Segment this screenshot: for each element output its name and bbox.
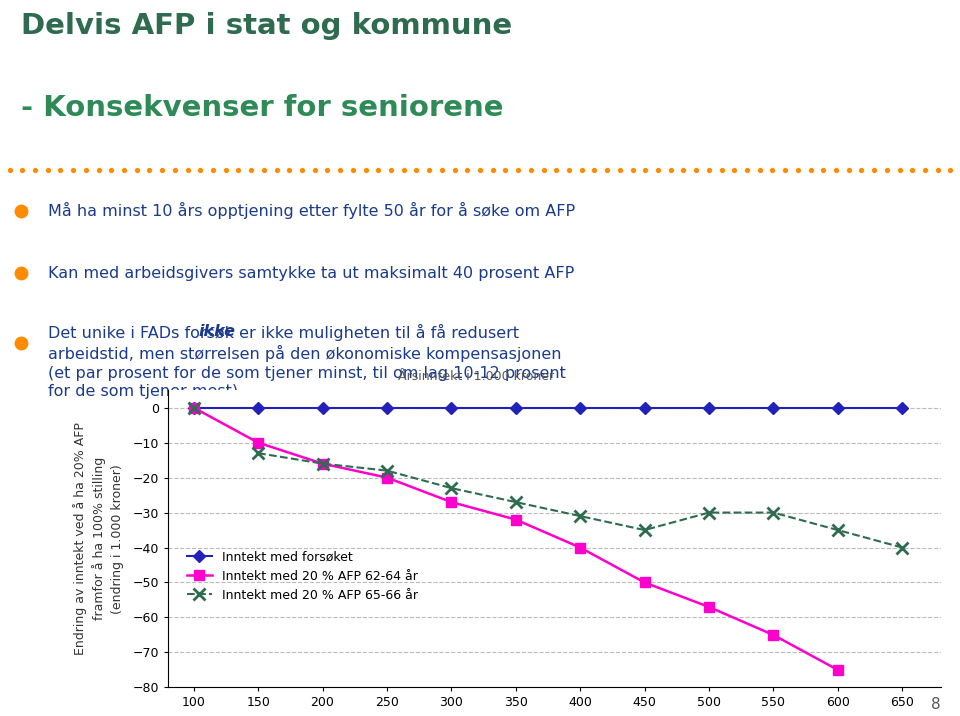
Text: Årsinntekt i 1.000 kroner: Årsinntekt i 1.000 kroner: [398, 370, 555, 383]
Inntekt med forsøket: [768, 403, 780, 412]
Inntekt med forsøket: [510, 403, 521, 412]
Inntekt med 20 % AFP 62-64 år: [252, 438, 264, 447]
Inntekt med forsøket: [703, 403, 714, 412]
Inntekt med 20 % AFP 65-66 år: [445, 484, 457, 493]
Inntekt med 20 % AFP 62-64 år: [768, 631, 780, 639]
Text: - Konsekvenser for seniorene: - Konsekvenser for seniorene: [21, 94, 504, 122]
Text: Det unike i FADs forsøk er ikke muligheten til å få redusert
arbeidstid, men stø: Det unike i FADs forsøk er ikke mulighet…: [48, 324, 565, 400]
Inntekt med 20 % AFP 62-64 år: [188, 403, 200, 412]
Text: 8: 8: [931, 697, 941, 712]
Inntekt med 20 % AFP 65-66 år: [638, 526, 650, 534]
Inntekt med 20 % AFP 65-66 år: [703, 508, 714, 517]
Inntekt med forsøket: [381, 403, 393, 412]
Inntekt med forsøket: [445, 403, 457, 412]
Inntekt med 20 % AFP 62-64 år: [510, 516, 521, 524]
Inntekt med 20 % AFP 62-64 år: [317, 460, 328, 468]
Line: Inntekt med 20 % AFP 65-66 år: Inntekt med 20 % AFP 65-66 år: [252, 448, 908, 553]
Inntekt med forsøket: [638, 403, 650, 412]
Inntekt med 20 % AFP 65-66 år: [381, 466, 393, 475]
Inntekt med 20 % AFP 65-66 år: [317, 460, 328, 468]
Line: Inntekt med 20 % AFP 62-64 år: Inntekt med 20 % AFP 62-64 år: [189, 403, 843, 674]
Inntekt med forsøket: [574, 403, 586, 412]
Inntekt med forsøket: [317, 403, 328, 412]
Legend: Inntekt med forsøket, Inntekt med 20 % AFP 62-64 år, Inntekt med 20 % AFP 65-66 : Inntekt med forsøket, Inntekt med 20 % A…: [182, 546, 423, 607]
Inntekt med forsøket: [188, 403, 200, 412]
Inntekt med forsøket: [832, 403, 844, 412]
Inntekt med 20 % AFP 62-64 år: [638, 579, 650, 587]
Text: Må ha minst 10 års opptjening etter fylte 50 år for å søke om AFP: Må ha minst 10 års opptjening etter fylt…: [48, 202, 575, 219]
Inntekt med 20 % AFP 65-66 år: [832, 526, 844, 534]
Inntekt med 20 % AFP 65-66 år: [510, 498, 521, 506]
Inntekt med 20 % AFP 65-66 år: [768, 508, 780, 517]
Inntekt med forsøket: [897, 403, 908, 412]
Inntekt med 20 % AFP 62-64 år: [832, 666, 844, 674]
Text: ikke: ikke: [199, 324, 235, 339]
Inntekt med 20 % AFP 65-66 år: [897, 543, 908, 552]
Inntekt med forsøket: [252, 403, 264, 412]
Inntekt med 20 % AFP 62-64 år: [703, 603, 714, 611]
Inntekt med 20 % AFP 62-64 år: [445, 498, 457, 506]
Y-axis label: Endring av inntekt ved å ha 20% AFP
framfor å ha 100% stilling
(endring i 1.000 : Endring av inntekt ved å ha 20% AFP fram…: [73, 422, 124, 655]
Inntekt med 20 % AFP 65-66 år: [574, 512, 586, 521]
Inntekt med 20 % AFP 62-64 år: [574, 543, 586, 552]
Line: Inntekt med forsøket: Inntekt med forsøket: [189, 404, 906, 412]
Text: Kan med arbeidsgivers samtykke ta ut maksimalt 40 prosent AFP: Kan med arbeidsgivers samtykke ta ut mak…: [48, 266, 574, 281]
Inntekt med 20 % AFP 62-64 år: [381, 473, 393, 482]
Text: Delvis AFP i stat og kommune: Delvis AFP i stat og kommune: [21, 11, 513, 39]
Inntekt med 20 % AFP 65-66 år: [252, 449, 264, 458]
